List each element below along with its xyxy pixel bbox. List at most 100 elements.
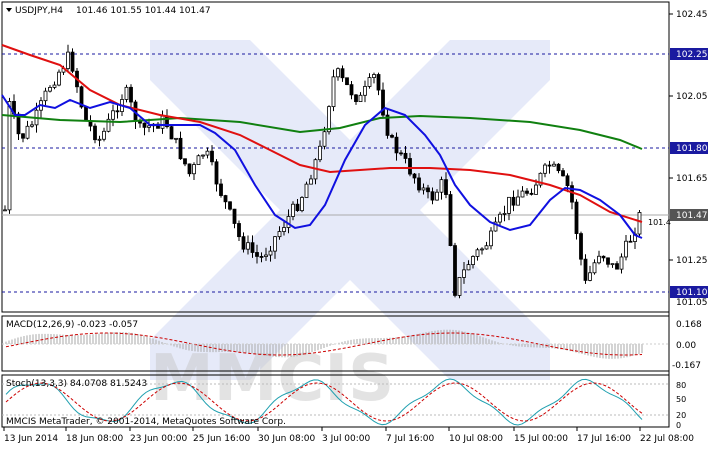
level-marker-102-25[interactable] <box>670 48 708 60</box>
svg-text:101.47: 101.47 <box>676 211 708 221</box>
candle-body <box>547 164 552 167</box>
candle-body <box>588 272 592 281</box>
price-tick: 102.45 <box>676 10 708 20</box>
candle-body <box>106 118 111 132</box>
candle-body <box>592 262 597 274</box>
candle-body <box>358 94 363 103</box>
candle-body <box>534 184 538 195</box>
candle-body <box>565 175 570 187</box>
candle-body <box>363 86 367 96</box>
candle-body <box>529 192 534 195</box>
stoch-signal-line[interactable] <box>5 382 643 422</box>
candle-body <box>390 135 394 138</box>
level-marker-101-80[interactable] <box>670 142 708 154</box>
macd-axis: 0.168 0.00 -0.167 <box>672 320 702 371</box>
candle-body <box>552 163 556 167</box>
candle-body <box>214 161 219 185</box>
time-label: 30 Jun 08:00 <box>258 434 315 444</box>
candle-body <box>192 164 196 175</box>
candle-body <box>349 84 354 96</box>
time-label: 23 Jun 00:00 <box>130 434 187 444</box>
ma-blue-line[interactable] <box>1 94 643 239</box>
candle-body <box>408 158 412 175</box>
candle-body <box>7 101 12 211</box>
candle-body <box>381 89 385 116</box>
candle-body <box>439 179 444 193</box>
candle-body <box>237 223 241 238</box>
candle-body <box>574 201 579 234</box>
ma-green-line[interactable] <box>1 114 643 150</box>
candle-body <box>507 196 511 214</box>
candle-body <box>561 170 565 177</box>
time-label: 18 Jun 08:00 <box>66 434 123 444</box>
ma-red-line[interactable] <box>1 44 643 223</box>
candle-body <box>426 187 430 193</box>
stoch-title: Stoch(13,3,3) 84.0708 81.5243 <box>6 379 147 389</box>
candle-body <box>484 245 489 250</box>
macd-title: MACD(12,26,9) -0.023 -0.057 <box>6 320 138 330</box>
time-label: 17 Jul 16:00 <box>577 434 631 444</box>
svg-text:0: 0 <box>676 421 681 430</box>
candle-body <box>66 51 70 69</box>
candle-body <box>232 208 237 224</box>
macd-histogram[interactable] <box>5 329 643 359</box>
candle-body <box>453 245 457 296</box>
candle-body <box>444 179 448 195</box>
candle-body <box>340 68 345 79</box>
candle-body <box>336 68 340 78</box>
candle-body <box>480 248 484 251</box>
candle-body <box>615 263 619 270</box>
time-label: 13 Jun 2014 <box>4 434 58 444</box>
svg-text:102.25: 102.25 <box>676 50 708 60</box>
stoch-main-line[interactable] <box>5 378 643 426</box>
svg-text:101.10: 101.10 <box>676 288 708 298</box>
candle-body <box>318 145 322 161</box>
candle-body <box>259 256 264 258</box>
candle-body <box>345 77 349 86</box>
candle-body <box>115 110 120 113</box>
triangle-down-icon <box>6 8 12 12</box>
watermark-logo <box>150 40 550 380</box>
candle-body <box>583 258 588 281</box>
candle-body <box>282 227 286 232</box>
candle-body <box>228 201 232 210</box>
watermark-text: MMCIS <box>150 342 394 416</box>
candle-body <box>435 191 439 201</box>
candle-body <box>399 152 403 155</box>
symbol-header: USDJPY,H4 101.46 101.55 101.44 101.47 <box>6 6 211 16</box>
candle-body <box>367 77 372 87</box>
time-label: 7 Jul 16:00 <box>386 434 435 444</box>
candle-body <box>462 269 466 278</box>
svg-text:0.168: 0.168 <box>676 320 702 330</box>
candle-body <box>475 249 480 257</box>
candle-body <box>93 125 97 141</box>
candle-body <box>70 51 75 72</box>
time-label: 25 Jun 16:00 <box>193 434 250 444</box>
candle-body <box>52 84 57 88</box>
candle-body <box>327 106 331 133</box>
candle-body <box>268 250 273 256</box>
candle-body <box>430 191 435 201</box>
candle-body <box>525 190 529 194</box>
candle-body <box>57 71 61 86</box>
candle-body <box>219 183 223 196</box>
price-axis: 102.45 102.05 101.65 101.25 101.4 101.05… <box>648 10 708 308</box>
price-tick-partial: 101.4 <box>648 218 671 227</box>
candle-body <box>489 230 493 247</box>
candle-body <box>147 125 151 128</box>
candle-body <box>412 173 417 179</box>
candle-body <box>79 86 84 108</box>
candle-body <box>277 231 282 238</box>
candle-body <box>210 150 214 163</box>
candle-body <box>201 154 205 157</box>
candle-body <box>48 87 52 92</box>
candle-body <box>174 137 178 140</box>
candle-body <box>448 194 453 246</box>
stoch-axis: 80 50 20 0 <box>676 381 686 430</box>
time-label: 15 Jul 00:00 <box>514 434 568 444</box>
candlestick-series[interactable] <box>3 44 642 299</box>
level-marker-101-10[interactable] <box>670 286 708 298</box>
time-axis: 13 Jun 2014 18 Jun 08:00 23 Jun 00:00 25 Ju… <box>3 427 694 444</box>
svg-text:50: 50 <box>676 395 686 404</box>
